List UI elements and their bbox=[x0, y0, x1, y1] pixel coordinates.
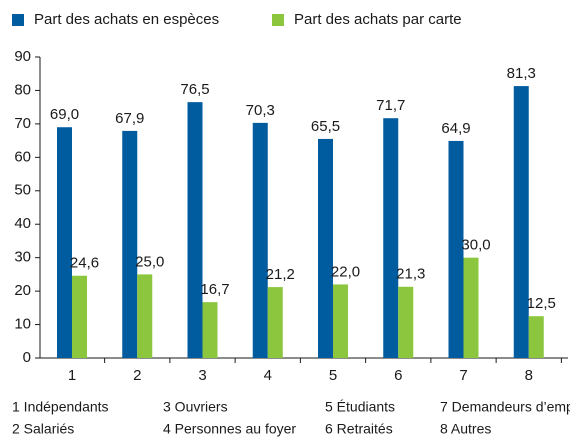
legend-label: Part des achats en espèces bbox=[34, 11, 219, 28]
legend-swatch bbox=[12, 14, 24, 26]
bar bbox=[398, 286, 414, 358]
y-tick-label: 10 bbox=[14, 316, 31, 333]
value-label: 67,9 bbox=[115, 110, 144, 127]
bar bbox=[333, 284, 348, 358]
bar bbox=[137, 274, 153, 358]
y-tick-label: 20 bbox=[14, 282, 31, 299]
bar bbox=[267, 287, 283, 358]
y-tick-label: 0 bbox=[23, 349, 31, 366]
category-note: 1 Indépendants bbox=[12, 399, 109, 415]
x-tick-label: 3 bbox=[198, 367, 206, 384]
bar bbox=[252, 122, 268, 358]
category-note: 7 Demandeurs d’emploi bbox=[440, 399, 570, 415]
x-tick-label: 7 bbox=[459, 367, 467, 384]
value-label: 24,6 bbox=[70, 255, 99, 272]
y-tick-label: 70 bbox=[14, 115, 31, 132]
category-note: 3 Ouvriers bbox=[163, 399, 228, 415]
value-label: 70,3 bbox=[246, 102, 275, 119]
bar bbox=[463, 257, 479, 358]
bar bbox=[72, 275, 87, 358]
value-label: 81,3 bbox=[507, 65, 536, 82]
y-tick-label: 40 bbox=[14, 215, 31, 232]
category-note: 6 Retraités bbox=[325, 421, 393, 437]
bar bbox=[383, 118, 399, 358]
bar bbox=[122, 130, 138, 358]
bar bbox=[187, 102, 203, 359]
y-tick-label: 90 bbox=[14, 48, 31, 65]
category-note: 2 Salariés bbox=[12, 421, 74, 437]
bar bbox=[513, 86, 529, 358]
y-tick-label: 60 bbox=[14, 148, 31, 165]
value-label: 21,3 bbox=[396, 266, 425, 283]
legend-swatch bbox=[272, 14, 284, 26]
x-tick-label: 1 bbox=[68, 367, 76, 384]
category-note: 8 Autres bbox=[440, 421, 491, 437]
value-label: 64,9 bbox=[441, 120, 470, 137]
value-label: 30,0 bbox=[461, 237, 490, 254]
bar bbox=[448, 140, 464, 358]
value-label: 71,7 bbox=[376, 97, 405, 114]
x-tick-label: 5 bbox=[329, 367, 337, 384]
value-label: 76,5 bbox=[180, 81, 209, 98]
category-note: 4 Personnes au foyer bbox=[163, 421, 296, 437]
y-tick-label: 50 bbox=[14, 182, 31, 199]
x-tick-label: 6 bbox=[394, 367, 402, 384]
bar bbox=[318, 138, 333, 358]
value-label: 69,0 bbox=[50, 106, 79, 123]
value-label: 21,2 bbox=[266, 266, 295, 283]
value-label: 12,5 bbox=[527, 295, 556, 312]
x-tick-label: 8 bbox=[525, 367, 533, 384]
legend-label: Part des achats par carte bbox=[294, 11, 462, 28]
value-label: 65,5 bbox=[311, 118, 340, 135]
value-label: 22,0 bbox=[331, 263, 360, 280]
y-tick-label: 30 bbox=[14, 249, 31, 266]
value-label: 25,0 bbox=[135, 253, 164, 270]
y-tick-label: 80 bbox=[14, 81, 31, 98]
x-tick-label: 4 bbox=[264, 367, 272, 384]
bar bbox=[528, 316, 544, 358]
bar bbox=[57, 127, 72, 358]
bar bbox=[202, 302, 218, 358]
category-note: 5 Étudiants bbox=[325, 399, 395, 415]
x-tick-label: 2 bbox=[133, 367, 141, 384]
value-label: 16,7 bbox=[200, 281, 229, 298]
